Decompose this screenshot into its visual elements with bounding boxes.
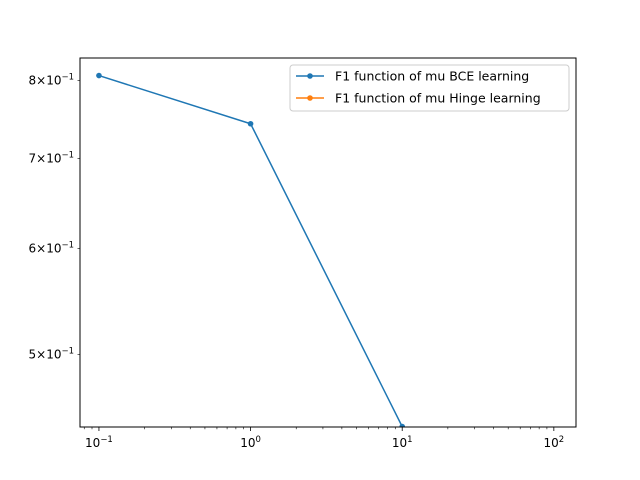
data-point (96, 72, 102, 79)
legend-swatch-marker (307, 73, 313, 79)
x-tick-label: 100 (240, 435, 261, 450)
axes-frame (79, 57, 577, 428)
legend-entry: F1 function of mu BCE learning (335, 69, 529, 84)
plot-area (96, 72, 406, 427)
x-tick-label: 102 (543, 435, 564, 450)
data-point (399, 423, 406, 427)
data-point (247, 120, 254, 127)
x-tick-label: 10−1 (85, 435, 113, 450)
x-tick-label: 101 (392, 435, 413, 450)
axes: 10−1 100 101 102 5×10−1 6×10−1 7×10−1 8×10−1 (28, 73, 564, 450)
y-tick-label: 5×10−1 (28, 347, 74, 362)
y-tick-label: 8×10−1 (28, 73, 74, 88)
series-line (98, 74, 403, 427)
legend-entry: F1 function of mu Hinge learning (335, 91, 541, 106)
legend-swatch-marker (307, 95, 313, 101)
y-tick-label: 6×10−1 (28, 240, 74, 255)
series-0 (96, 72, 406, 427)
legend-box (289, 64, 570, 112)
legend: F1 function of mu BCE learning F1 functio… (289, 64, 570, 112)
y-tick-label: 7×10−1 (28, 151, 74, 166)
